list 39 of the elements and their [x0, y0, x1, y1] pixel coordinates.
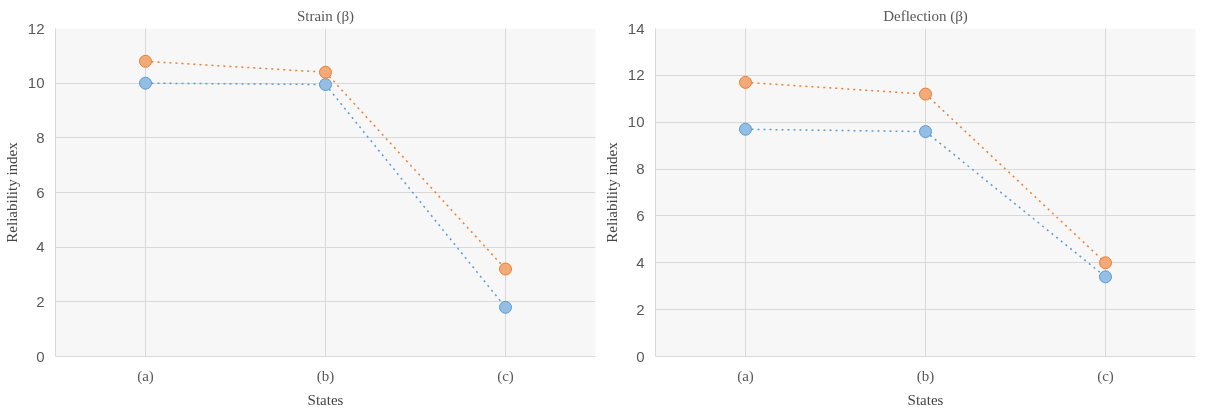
x-axis-title: States	[307, 391, 344, 408]
y-tick-label: 10	[27, 74, 45, 92]
y-tick-label: 12	[27, 19, 45, 37]
y-tick-label: 0	[636, 347, 645, 365]
point	[739, 122, 752, 136]
point	[919, 125, 932, 139]
point	[739, 75, 752, 89]
point	[1099, 270, 1112, 284]
point	[139, 54, 152, 68]
y-tick-label: 14	[627, 19, 645, 37]
x-tick-label: (b)	[316, 367, 335, 385]
chart-title: Deflection (β)	[883, 7, 968, 25]
y-tick-label: 6	[36, 183, 45, 201]
y-tick-label: 12	[627, 66, 645, 84]
y-tick-label: 0	[36, 347, 45, 365]
point	[319, 65, 332, 79]
y-tick-label: 10	[627, 113, 645, 131]
x-tick-label: (b)	[916, 367, 935, 385]
y-tick-label: 2	[36, 292, 45, 310]
point	[919, 87, 932, 101]
y-axis-title: Reliability index	[603, 141, 620, 243]
y-tick-label: 4	[636, 253, 645, 271]
point	[139, 76, 152, 90]
x-tick-label: (a)	[137, 367, 154, 385]
y-tick-label: 2	[636, 300, 645, 318]
point	[1099, 256, 1112, 270]
x-tick-label: (a)	[737, 367, 754, 385]
y-tick-label: 8	[636, 160, 645, 178]
y-tick-label: 4	[36, 238, 45, 256]
chart-title: Strain (β)	[296, 7, 355, 25]
x-tick-label: (c)	[1097, 367, 1114, 385]
x-axis-title: States	[907, 391, 944, 408]
y-axis-title: Reliability index	[3, 141, 20, 243]
y-tick-label: 6	[636, 206, 645, 224]
x-tick-label: (c)	[497, 367, 514, 385]
point	[499, 262, 512, 276]
y-tick-label: 8	[36, 128, 45, 146]
point	[499, 300, 512, 314]
point	[319, 78, 332, 92]
